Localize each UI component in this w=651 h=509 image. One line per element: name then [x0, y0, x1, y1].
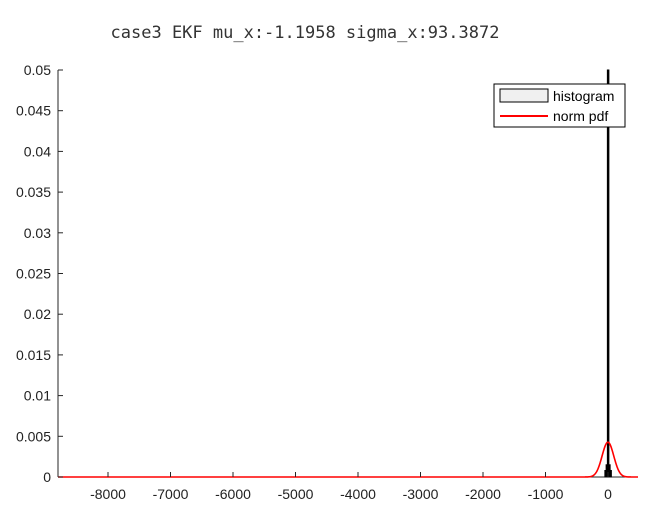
plot-area — [57, 69, 638, 478]
x-axis: -8000 -7000 -6000 -5000 -4000 -3000 -2000 -1000… — [90, 472, 612, 502]
y-tick-label: 0.02 — [24, 306, 51, 322]
y-axis: 0 0.005 0.01 0.015 0.02 0.025 0.03 0.035 0.04 0.0… — [16, 62, 63, 485]
y-tick-label: 0.035 — [16, 184, 51, 200]
chart-title: case3 EKF mu_x:-1.1958 sigma_x:93.3872 — [111, 23, 500, 43]
histogram-bar — [606, 69, 610, 478]
x-tick-label: -3000 — [403, 486, 439, 502]
legend-norm-pdf-label: norm pdf — [553, 108, 608, 124]
x-tick-label: 0 — [604, 486, 612, 502]
y-tick-label: 0.045 — [16, 103, 51, 119]
x-tick-label: -1000 — [528, 486, 564, 502]
legend-histogram-label: histogram — [553, 88, 614, 104]
x-tick-label: -5000 — [278, 486, 314, 502]
x-tick-label: -7000 — [153, 486, 189, 502]
x-tick-label: -8000 — [90, 486, 126, 502]
legend-histogram-swatch — [499, 88, 549, 103]
y-tick-label: 0.005 — [16, 428, 51, 444]
legend: histogram norm pdf — [493, 83, 626, 128]
histogram-bar — [609, 469, 612, 478]
y-tick-label: 0.05 — [24, 62, 51, 78]
y-tick-label: 0 — [43, 469, 51, 485]
x-tick-label: -2000 — [465, 486, 501, 502]
y-tick-label: 0.025 — [16, 266, 51, 282]
y-tick-label: 0.01 — [24, 388, 51, 404]
norm-pdf-line — [58, 441, 638, 478]
x-tick-label: -4000 — [340, 486, 376, 502]
y-tick-label: 0.015 — [16, 347, 51, 363]
y-tick-label: 0.04 — [24, 143, 51, 159]
x-tick-label: -6000 — [215, 486, 251, 502]
y-tick-label: 0.03 — [24, 225, 51, 241]
